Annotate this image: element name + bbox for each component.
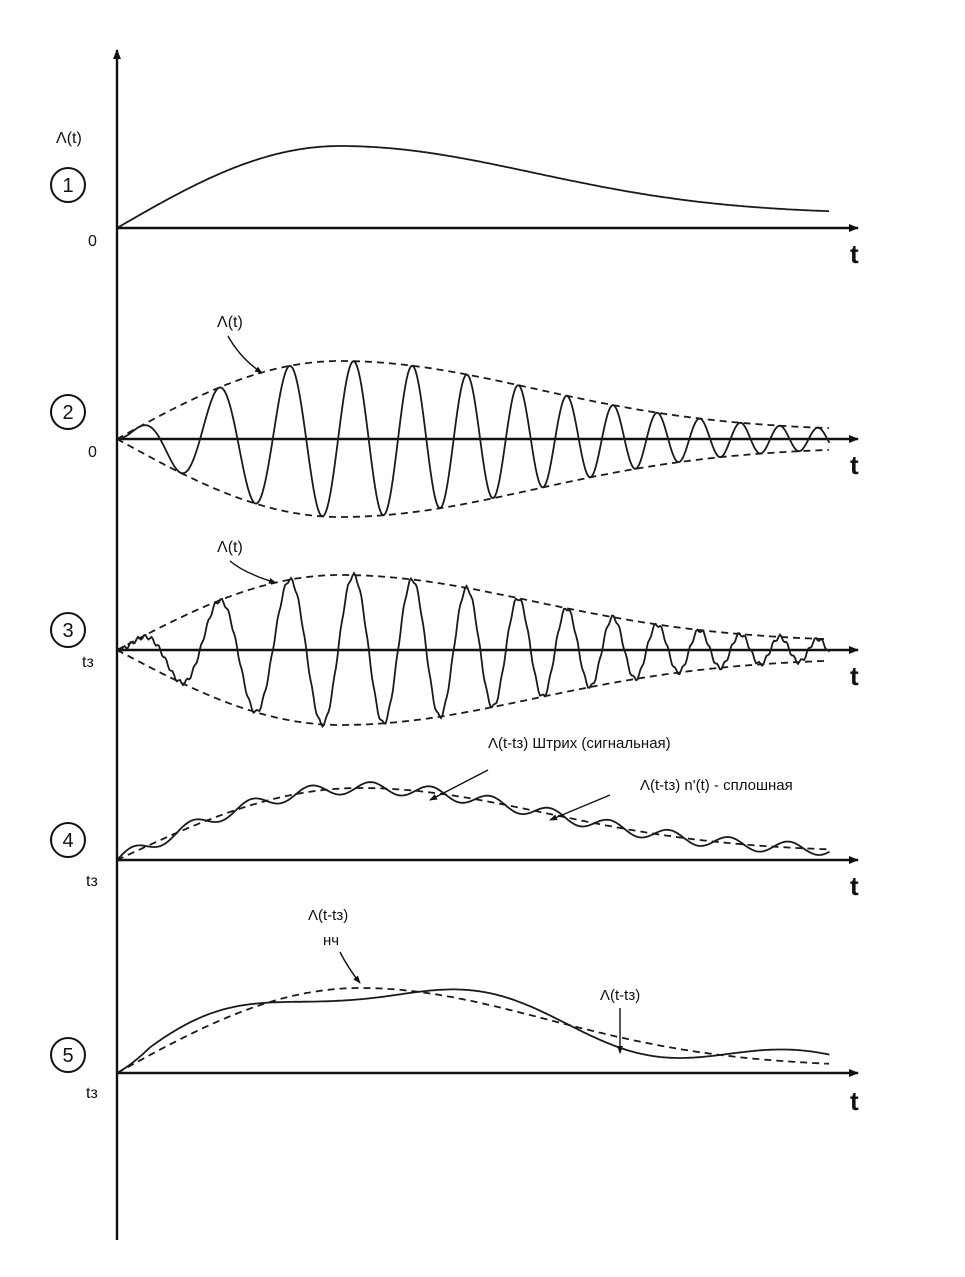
origin-label-4: tз [86, 873, 98, 890]
panel-number-2: 2 [62, 402, 73, 424]
origin-label-3: tз [82, 654, 94, 671]
annotation-arrow-4a [429, 769, 489, 801]
panel-number-3: 3 [62, 620, 73, 642]
lower-envelope-2 [116, 438, 830, 518]
annotation-envelope-3: Λ(t) [217, 539, 243, 556]
panel-number-5: 5 [62, 1045, 73, 1067]
panel-number-circle-5 [50, 1037, 86, 1073]
upper-envelope-3 [116, 574, 829, 651]
annotation-lowfreq-5a: Λ(t-tз) [308, 907, 348, 924]
annotation-arrow-3 [229, 560, 277, 584]
t-label-3: t [850, 661, 859, 691]
origin-label-5: tз [86, 1085, 98, 1102]
noise-solid-4 [116, 781, 830, 861]
lowfreq-solid-5 [116, 988, 830, 1074]
panel-number-4: 4 [62, 830, 73, 852]
annotation-lowfreq-5b: нч [323, 932, 339, 949]
panel-4: 4 tз t Λ(t-tз) Штрих (сигнальная) Λ(t-tз… [50, 735, 859, 901]
panel-3: 3 tз t Λ(t) [50, 539, 859, 729]
oscillation-2 [116, 360, 831, 518]
panel-number-1: 1 [62, 175, 73, 197]
annotation-arrow-2 [227, 335, 263, 374]
panel-number-circle-3 [50, 612, 86, 648]
upper-envelope-2 [116, 360, 830, 440]
panel-2: 2 0 t Λ(t) [50, 314, 859, 518]
t-label-5: t [850, 1086, 859, 1116]
envelope-dashed-5 [116, 987, 830, 1074]
t-label-4: t [850, 871, 859, 901]
t-label-2: t [850, 450, 859, 480]
annotation-envelope-5: Λ(t-tз) [600, 987, 640, 1004]
lower-envelope-3 [116, 649, 829, 726]
signal-dashed-4 [116, 787, 830, 861]
y-axis-label: Λ(t) [56, 130, 82, 147]
annotation-signal-4: Λ(t-tз) Штрих (сигнальная) [488, 735, 671, 752]
noisy-oscillation-3 [116, 571, 831, 729]
origin-label-1: 0 [88, 233, 97, 250]
envelope-curve-1 [116, 145, 830, 229]
panel-number-circle-1 [50, 167, 86, 203]
annotation-arrow-4b [549, 794, 611, 821]
origin-label-2: 0 [88, 444, 97, 461]
panel-1: 1 Λ(t) 0 t [50, 130, 859, 269]
annotation-envelope-2: Λ(t) [217, 314, 243, 331]
annotation-arrow-5a [339, 951, 361, 984]
panel-5: 5 tз t Λ(t-tз) нч Λ(t-tз) [50, 907, 859, 1116]
panel-number-circle-4 [50, 822, 86, 858]
panel-number-circle-2 [50, 394, 86, 430]
t-label-1: t [850, 239, 859, 269]
annotation-noise-4: Λ(t-tз) n'(t) - сплошная [640, 777, 793, 794]
